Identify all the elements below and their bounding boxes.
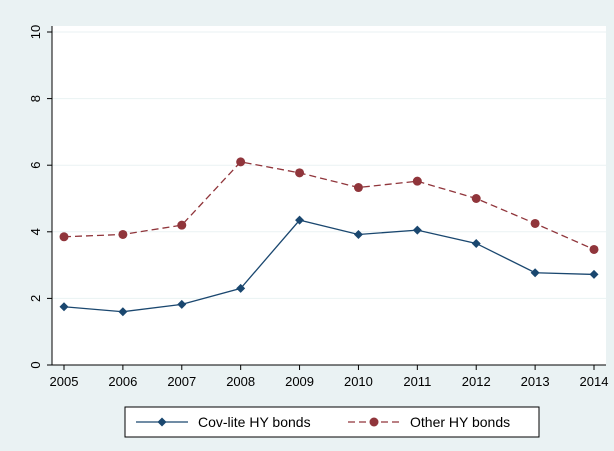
data-point-marker — [295, 215, 305, 225]
data-point-marker — [118, 307, 128, 317]
y-tick-label: 10 — [28, 25, 43, 39]
data-point-marker — [59, 302, 69, 312]
x-tick-label: 2008 — [226, 374, 255, 389]
data-point-marker — [118, 229, 128, 239]
y-axis-ticks: 0 2 4 6 8 10 — [28, 25, 52, 369]
y-tick-label: 4 — [28, 228, 43, 235]
data-point-marker — [589, 244, 599, 254]
series-group — [59, 157, 599, 317]
legend-label: Cov-lite HY bonds — [198, 414, 311, 430]
x-tick-label: 2009 — [285, 374, 314, 389]
x-tick-label: 2013 — [521, 374, 550, 389]
legend-label: Other HY bonds — [410, 414, 510, 430]
plot-area — [52, 26, 606, 365]
data-point-marker — [236, 157, 246, 167]
data-point-marker — [59, 232, 69, 242]
y-tick-label: 8 — [28, 95, 43, 102]
data-point-marker — [236, 283, 246, 293]
data-point-marker — [353, 183, 363, 193]
x-tick-label: 2006 — [108, 374, 137, 389]
x-tick-label: 2007 — [167, 374, 196, 389]
x-tick-label: 2012 — [462, 374, 491, 389]
data-point-marker — [177, 299, 187, 309]
y-tick-label: 2 — [28, 295, 43, 302]
data-point-marker — [471, 238, 481, 248]
data-point-marker — [412, 176, 422, 186]
legend-entry-1: Cov-lite HY bonds — [136, 414, 311, 430]
x-tick-label: 2011 — [403, 374, 431, 389]
data-point-marker — [530, 218, 540, 228]
y-tick-label: 0 — [28, 361, 43, 368]
y-tick-label: 6 — [28, 162, 43, 169]
data-point-marker — [295, 168, 305, 178]
grid-lines — [52, 31, 606, 299]
legend-box — [124, 406, 540, 438]
series-line-2 — [63, 161, 595, 251]
series-line-1 — [63, 219, 595, 313]
legend-entry-2: Other HY bonds — [348, 414, 510, 430]
data-point-marker — [530, 268, 540, 278]
legend-swatch-marker — [157, 417, 167, 427]
x-axis-ticks: 2005 2006 2007 2008 2009 2010 2011 2012 2013 2014 — [50, 365, 609, 389]
data-point-marker — [589, 269, 599, 279]
data-point-marker — [412, 225, 422, 235]
legend: Cov-lite HY bonds Other HY bonds — [124, 406, 540, 438]
x-tick-label: 2005 — [50, 374, 79, 389]
data-point-marker — [471, 194, 481, 203]
data-point-marker — [177, 220, 187, 230]
x-tick-label: 2014 — [580, 374, 609, 389]
legend-swatch-marker — [369, 417, 379, 427]
x-tick-label: 2010 — [344, 374, 373, 389]
data-point-marker — [353, 229, 363, 239]
